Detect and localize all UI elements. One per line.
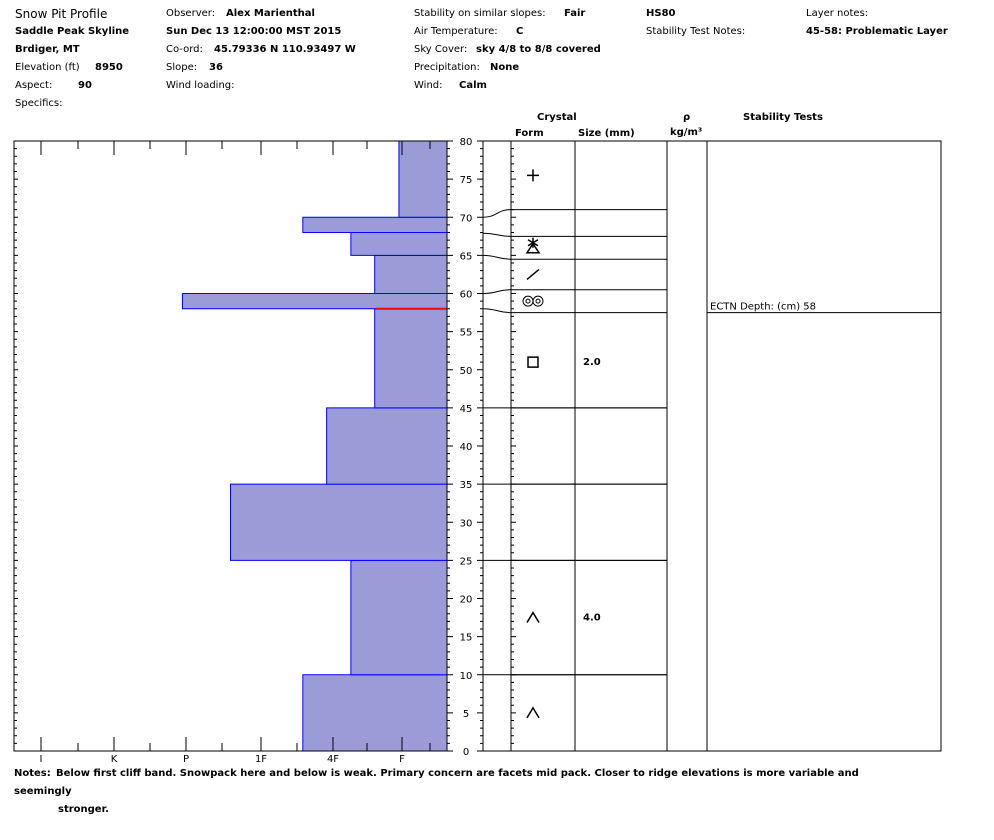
- hardness-tick-label: F: [399, 754, 405, 765]
- location-name: Saddle Peak Skyline: [15, 26, 130, 37]
- elevation-value: 8950: [95, 62, 123, 73]
- layer-notes-value: 45-58: Problematic Layer: [806, 26, 948, 37]
- hardness-bar: [326, 407, 448, 485]
- precip-label: Precipitation:: [414, 62, 480, 73]
- layer-connector: [482, 308, 512, 314]
- aspect-value: 90: [78, 80, 92, 91]
- hardness-tick-label: 1F: [255, 754, 267, 765]
- height-tick-label: 55: [460, 328, 473, 339]
- crystal-form-icon: [526, 268, 540, 281]
- slope-label: Slope:: [166, 62, 198, 73]
- height-tick-label: 75: [460, 175, 473, 186]
- height-tick-label: 0: [463, 747, 469, 758]
- notes-line-1: Below first cliff band. Snowpack here an…: [14, 768, 859, 797]
- aspect-label: Aspect:: [15, 80, 53, 91]
- form-header: Form: [515, 128, 544, 139]
- height-tick-label: 30: [460, 518, 473, 529]
- crystal-form-icon: [532, 295, 544, 307]
- layer-notes-label: Layer notes:: [806, 8, 869, 19]
- layer-connector: [482, 289, 512, 294]
- observer-value: Alex Marienthal: [226, 8, 315, 19]
- hardness-tick-label: K: [111, 754, 118, 765]
- crystal-form-icon: [527, 169, 539, 182]
- wind-label: Wind:: [414, 80, 443, 91]
- sky-label: Sky Cover:: [414, 44, 468, 55]
- crystal-header: Crystal: [537, 112, 577, 123]
- layer-connector: [482, 209, 512, 218]
- size-header: Size (mm): [578, 128, 635, 139]
- layer-connector: [482, 254, 512, 260]
- hardness-tick-label: I: [40, 754, 43, 765]
- rho-header: ρ: [683, 112, 691, 123]
- height-tick-label: 80: [460, 137, 473, 148]
- hardness-bar: [350, 232, 448, 256]
- stability-test-notes-label: Stability Test Notes:: [646, 26, 746, 37]
- hardness-bar: [374, 308, 448, 409]
- crystal-size-label: 2.0: [583, 357, 601, 368]
- height-tick-label: 5: [463, 709, 469, 720]
- notes-label: Notes:: [14, 768, 51, 779]
- hardness-bar: [398, 140, 448, 218]
- coord-label: Co-ord:: [166, 44, 203, 55]
- chart-ticks: [14, 140, 516, 752]
- height-tick-label: 25: [460, 556, 473, 567]
- height-tick-label: 20: [460, 595, 473, 606]
- hardness-bar: [374, 254, 448, 294]
- hardness-bars: [181, 140, 448, 752]
- hardness-tick-label: 4F: [327, 754, 339, 765]
- height-tick-label: 60: [460, 290, 473, 301]
- height-tick-label: 10: [460, 671, 473, 682]
- height-tick-label: 70: [460, 213, 473, 224]
- precip-value: None: [490, 62, 520, 73]
- crystal-size-label: 4.0: [583, 613, 601, 624]
- height-tick-label: 40: [460, 442, 473, 453]
- hardness-bar: [302, 216, 448, 233]
- wind-value: Calm: [459, 80, 487, 91]
- crystal-form-icon: [522, 295, 534, 307]
- hardness-bar: [230, 483, 448, 561]
- height-tick-label: 15: [460, 633, 473, 644]
- stability-value: Fair: [564, 8, 586, 19]
- hardness-tick-label: P: [183, 754, 189, 765]
- height-tick-label: 35: [460, 480, 473, 491]
- crystal-form-icon: [526, 611, 540, 623]
- hardness-bar: [181, 293, 448, 310]
- stability-label: Stability on similar slopes:: [414, 8, 546, 19]
- layer-connector: [482, 232, 512, 237]
- crystal-symbols: [522, 169, 544, 719]
- height-tick-label: 45: [460, 404, 473, 415]
- sky-value: sky 4/8 to 8/8 covered: [476, 44, 601, 55]
- height-tick-label: 50: [460, 366, 473, 377]
- coord-value: 45.79336 N 110.93497 W: [214, 44, 356, 55]
- hardness-bar: [350, 559, 448, 676]
- notes-line-2: stronger.: [58, 804, 109, 815]
- height-tick-label: 65: [460, 251, 473, 262]
- observation-datetime: Sun Dec 13 12:00:00 MST 2015: [166, 26, 342, 37]
- chart-labels: ECTN Depth: (cm) 58 0 5 10 15 20 25 30 35 40 45 50 5…: [40, 137, 817, 765]
- notes-block: Notes: Below first cliff band. Snowpack h…: [14, 765, 914, 819]
- hardness-bar: [302, 674, 448, 752]
- slope-value: 36: [209, 62, 223, 73]
- hs-value: HS80: [646, 8, 676, 19]
- observer-label: Observer:: [166, 8, 216, 19]
- crystal-form-icon: [525, 237, 541, 254]
- density-unit-header: kg/m³: [670, 127, 703, 138]
- crystal-form-icon: [526, 706, 540, 719]
- crystal-form-icon: [525, 298, 531, 304]
- stability-test-label: ECTN Depth: (cm) 58: [710, 302, 816, 313]
- air-temp-label: Air Temperature:: [414, 26, 498, 37]
- wind-loading-label: Wind loading:: [166, 80, 235, 91]
- elevation-label: Elevation (ft): [15, 62, 80, 73]
- stability-tests-header: Stability Tests: [743, 112, 823, 123]
- crystal-form-icon: [535, 298, 541, 304]
- crystal-form-icon: [527, 356, 539, 368]
- specifics-label: Specifics:: [15, 98, 63, 109]
- page-title: Snow Pit Profile: [15, 7, 108, 21]
- layer-table-frame: [482, 140, 942, 752]
- air-temp-value: C: [516, 26, 524, 37]
- region-name: Brdiger, MT: [15, 44, 80, 55]
